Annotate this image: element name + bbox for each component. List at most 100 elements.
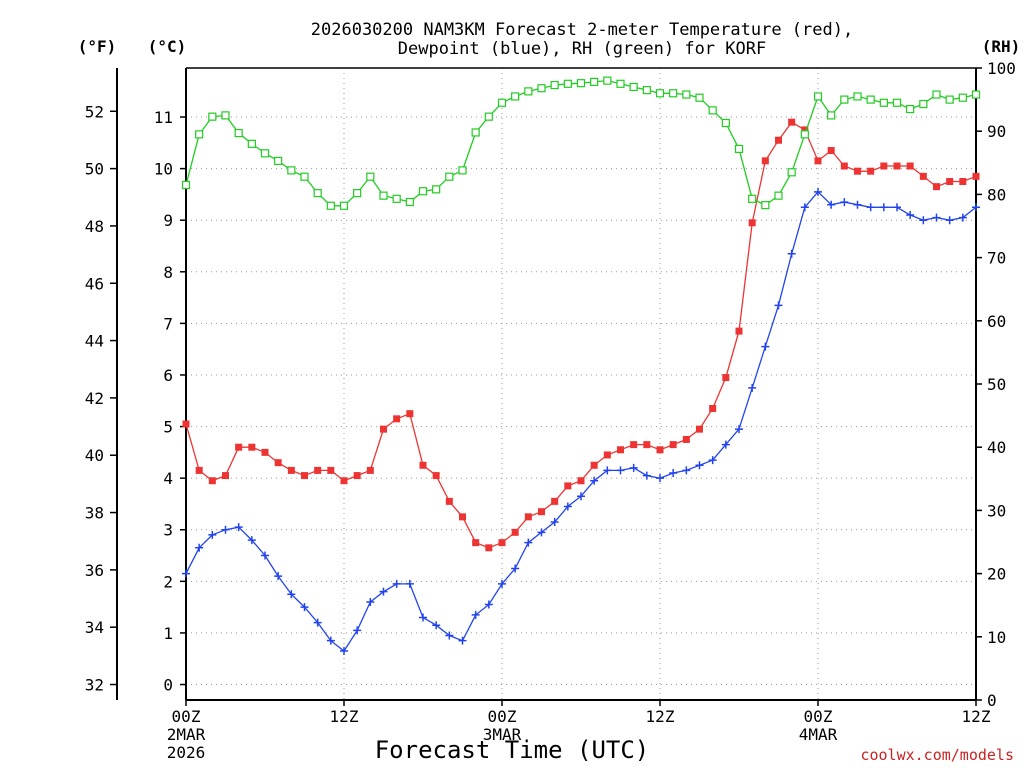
dewpoint-point xyxy=(445,631,454,640)
chart-title-line-2: Dewpoint (blue), RH (green) for KORF xyxy=(398,39,766,59)
rh-point xyxy=(958,93,967,102)
time-tick-label: 12Z xyxy=(962,707,991,726)
2-meter-temperature-point xyxy=(472,539,480,547)
2-meter-temperature-point xyxy=(617,446,624,454)
time-tick-label: 00Z xyxy=(172,707,201,726)
time-tick-label: 12Z xyxy=(330,707,359,726)
dewpoint-point xyxy=(695,461,704,470)
celsius-tick-label: 4 xyxy=(163,469,173,488)
rh-point xyxy=(642,86,651,95)
2-meter-temperature-point xyxy=(761,157,769,165)
fahrenheit-tick-label: 50 xyxy=(85,160,104,179)
rh-point xyxy=(300,172,309,181)
rh-point xyxy=(629,82,638,92)
dewpoint-point xyxy=(682,466,691,475)
dewpoint-point xyxy=(893,203,901,212)
rh-tick-label: 100 xyxy=(987,59,1016,78)
time-tick-date-label: 3MAR xyxy=(483,725,522,744)
dewpoint-point xyxy=(313,618,322,627)
fahrenheit-tick-label: 46 xyxy=(85,274,104,293)
2-meter-temperature-point xyxy=(314,466,322,474)
2-meter-temperature-point xyxy=(933,183,940,191)
dewpoint-point xyxy=(550,518,559,527)
rh-point xyxy=(537,84,546,93)
dewpoint-point xyxy=(405,579,414,588)
rh-point xyxy=(669,89,678,98)
rh-point xyxy=(234,128,243,138)
fahrenheit-axis: 32 34 36 38 40 42 44 46 48 50 52 xyxy=(85,102,117,695)
dewpoint-point xyxy=(419,613,427,622)
time-tick-label: 00Z xyxy=(488,707,517,726)
fahrenheit-tick-label: 32 xyxy=(85,676,104,695)
rh-point xyxy=(405,197,414,207)
celsius-tick-label: 11 xyxy=(154,108,173,127)
2-meter-temperature-point xyxy=(735,327,743,335)
time-tick-year-label: 2026 xyxy=(167,743,206,762)
dewpoint-point xyxy=(814,187,822,196)
2-meter-temperature-point xyxy=(564,482,572,490)
2-meter-temperature-point xyxy=(248,443,256,451)
2-meter-temperature-point xyxy=(893,162,901,170)
fahrenheit-tick-label: 40 xyxy=(85,446,104,465)
2-meter-temperature-point xyxy=(274,459,282,467)
dewpoint-point xyxy=(511,564,520,573)
dewpoint-point xyxy=(563,502,572,511)
rh-point xyxy=(932,90,941,99)
2-meter-temperature-series xyxy=(182,118,980,552)
2-meter-temperature-point xyxy=(972,172,980,180)
rh-tick-label: 90 xyxy=(987,122,1006,141)
dewpoint-point xyxy=(471,610,480,619)
dewpoint-point xyxy=(340,646,348,655)
2-meter-temperature-point xyxy=(709,405,717,413)
2-meter-temperature-point xyxy=(327,466,335,474)
rh-tick-label: 20 xyxy=(987,565,1006,584)
rh-point xyxy=(353,189,362,198)
2-meter-temperature-point xyxy=(538,508,545,516)
rh-point xyxy=(774,191,783,200)
celsius-tick-label: 6 xyxy=(163,366,173,385)
rh-point xyxy=(458,166,467,175)
celsius-tick-label: 1 xyxy=(163,624,173,643)
2-meter-temperature-point xyxy=(840,162,848,170)
2-meter-temperature-point xyxy=(182,420,190,428)
dewpoint-point xyxy=(616,466,625,475)
dewpoint-point xyxy=(353,626,362,635)
2-meter-temperature-point xyxy=(656,446,664,454)
rh-tick-label: 40 xyxy=(987,438,1006,457)
rh-point xyxy=(840,95,849,104)
fahrenheit-tick-label: 38 xyxy=(85,504,104,523)
rh-point xyxy=(471,128,480,137)
rh-point xyxy=(708,106,717,115)
rh-tick-label: 10 xyxy=(987,628,1006,647)
dewpoint-point xyxy=(800,203,809,212)
chart-title-line-1: 2026030200 NAM3KM Forecast 2-meter Tempe… xyxy=(311,20,853,40)
dewpoint-point xyxy=(590,476,599,485)
dewpoint-point xyxy=(774,301,783,310)
dewpoint-point xyxy=(234,523,243,532)
rh-point xyxy=(366,172,375,181)
dewpoint-point xyxy=(300,603,309,612)
rh-point xyxy=(313,189,322,198)
dewpoint-point xyxy=(366,597,375,606)
dewpoint-point xyxy=(866,203,875,212)
rh-point xyxy=(339,201,349,210)
dewpoint-point xyxy=(827,200,836,209)
rh-point xyxy=(576,79,586,88)
rh-unit-label: (RH) xyxy=(982,37,1021,56)
dewpoint-series xyxy=(182,187,980,655)
rh-point xyxy=(550,80,559,90)
rh-point xyxy=(906,104,915,114)
2-meter-temperature-point xyxy=(498,539,506,547)
dewpoint-point xyxy=(840,198,849,207)
rh-point xyxy=(655,89,665,98)
rh-point xyxy=(274,156,283,166)
2-meter-temperature-point xyxy=(722,374,730,382)
dewpoint-point xyxy=(932,213,941,222)
series-layer xyxy=(181,76,981,655)
rh-point xyxy=(195,130,204,139)
2-meter-temperature-point xyxy=(393,415,401,423)
rh-point xyxy=(432,185,441,194)
rh-point xyxy=(287,166,296,175)
dewpoint-point xyxy=(498,579,506,588)
